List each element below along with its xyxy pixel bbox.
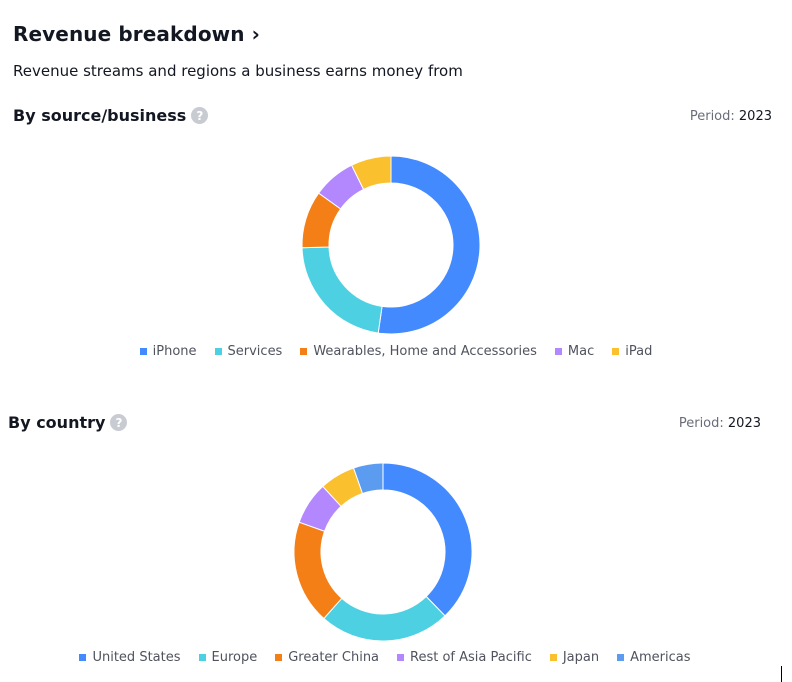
slice-united-states[interactable] <box>382 462 473 617</box>
legend-swatch <box>79 654 87 661</box>
legend-swatch <box>300 348 308 355</box>
legend-label: Greater China <box>288 650 380 665</box>
legend-swatch <box>275 654 283 661</box>
slice-greater-china[interactable] <box>293 521 343 620</box>
slice-iphone[interactable] <box>377 155 481 335</box>
period-value: 2023 <box>738 109 772 124</box>
legend-label: Wearables, Home and Accessories <box>313 344 537 359</box>
legend-item-europe[interactable]: Europe <box>198 650 258 665</box>
legend-swatch <box>549 654 557 661</box>
legend-source: iPhone Services Wearables, Home and Access… <box>0 344 792 359</box>
legend-item-americas[interactable]: Americas <box>617 650 691 665</box>
legend-swatch <box>612 348 620 355</box>
slice-services[interactable] <box>301 246 383 334</box>
page-title[interactable]: Revenue breakdown › <box>13 22 260 46</box>
legend-country: United States Europe Greater China Rest of … <box>0 650 770 665</box>
donut-chart-country <box>293 462 473 642</box>
legend-item-japan[interactable]: Japan <box>549 650 600 665</box>
legend-label: Europe <box>211 650 258 665</box>
legend-item-wearables-home-and-accessories[interactable]: Wearables, Home and Accessories <box>300 344 537 359</box>
legend-swatch <box>397 654 405 661</box>
period-country: Period: 2023 <box>679 416 761 431</box>
section-heading-source: By source/business ? <box>13 106 209 125</box>
slice-europe[interactable] <box>323 595 446 642</box>
legend-swatch <box>617 654 625 661</box>
section-title-source: By source/business <box>13 106 187 125</box>
section-heading-country: By country ? <box>8 413 128 432</box>
period-value: 2023 <box>727 416 761 431</box>
legend-item-rest-of-asia-pacific[interactable]: Rest of Asia Pacific <box>397 650 532 665</box>
legend-item-iphone[interactable]: iPhone <box>139 344 197 359</box>
help-icon[interactable]: ? <box>191 107 209 124</box>
legend-label: Japan <box>562 650 600 665</box>
section-title-country: By country <box>8 413 106 432</box>
legend-label: Services <box>227 344 283 359</box>
slice-ipad[interactable] <box>350 155 392 191</box>
slice-americas[interactable] <box>352 462 384 495</box>
legend-label: Mac <box>567 344 595 359</box>
help-icon[interactable]: ? <box>110 414 128 431</box>
text-cursor <box>781 666 782 682</box>
legend-item-united-states[interactable]: United States <box>79 650 181 665</box>
legend-label: Americas <box>630 650 691 665</box>
period-source: Period: 2023 <box>690 109 772 124</box>
legend-item-greater-china[interactable]: Greater China <box>275 650 379 665</box>
legend-label: iPad <box>625 344 653 359</box>
period-label: Period: <box>689 109 735 124</box>
legend-label: Rest of Asia Pacific <box>410 650 532 665</box>
legend-item-ipad[interactable]: iPad <box>612 344 652 359</box>
legend-label: iPhone <box>152 344 197 359</box>
legend-item-mac[interactable]: Mac <box>554 344 595 359</box>
legend-label: United States <box>92 650 181 665</box>
page-subtitle: Revenue streams and regions a business e… <box>13 62 463 80</box>
legend-item-services[interactable]: Services <box>214 344 283 359</box>
legend-swatch <box>139 348 147 355</box>
period-label: Period: <box>678 416 724 431</box>
legend-swatch <box>554 348 562 355</box>
donut-chart-source <box>301 155 481 335</box>
legend-swatch <box>198 654 206 661</box>
legend-swatch <box>214 348 222 355</box>
